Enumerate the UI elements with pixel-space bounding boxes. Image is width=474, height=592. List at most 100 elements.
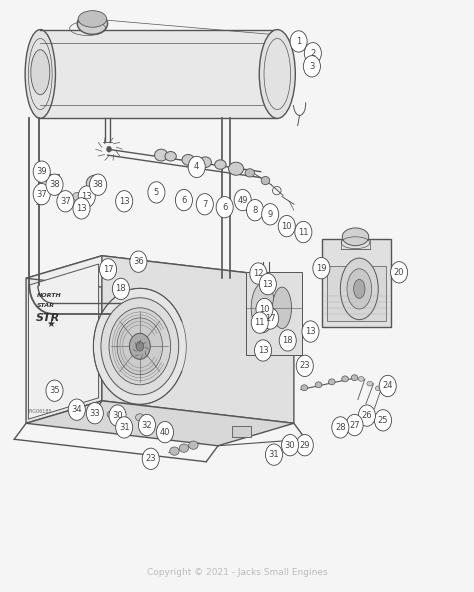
Ellipse shape xyxy=(228,162,244,175)
Circle shape xyxy=(295,221,312,243)
Text: 49: 49 xyxy=(237,195,248,205)
Text: 10: 10 xyxy=(259,304,270,314)
Ellipse shape xyxy=(31,50,50,95)
Circle shape xyxy=(57,191,74,212)
Circle shape xyxy=(290,31,307,52)
Text: 20: 20 xyxy=(394,268,404,277)
Text: 13: 13 xyxy=(76,204,87,213)
Text: 13: 13 xyxy=(263,279,273,289)
Text: 25: 25 xyxy=(378,416,388,425)
Circle shape xyxy=(262,204,279,225)
Text: 37: 37 xyxy=(60,197,71,206)
Text: 13: 13 xyxy=(119,197,129,206)
Circle shape xyxy=(33,161,50,182)
Ellipse shape xyxy=(155,149,168,161)
Text: 7: 7 xyxy=(202,200,208,209)
Text: ★: ★ xyxy=(46,318,55,329)
Ellipse shape xyxy=(315,382,322,388)
Text: 29: 29 xyxy=(300,440,310,450)
Text: 28: 28 xyxy=(335,423,346,432)
Text: STR: STR xyxy=(36,313,60,323)
Circle shape xyxy=(379,375,396,397)
Circle shape xyxy=(142,448,159,469)
Circle shape xyxy=(130,251,147,272)
Circle shape xyxy=(358,405,375,426)
Text: Copyright © 2021 - Jacks Small Engines: Copyright © 2021 - Jacks Small Engines xyxy=(146,568,328,577)
Ellipse shape xyxy=(77,13,108,34)
Ellipse shape xyxy=(347,269,372,309)
Circle shape xyxy=(188,156,205,178)
Ellipse shape xyxy=(367,381,373,386)
Ellipse shape xyxy=(129,333,150,359)
Circle shape xyxy=(259,274,276,295)
Text: 13: 13 xyxy=(82,192,92,201)
Circle shape xyxy=(116,191,133,212)
Circle shape xyxy=(313,258,330,279)
Text: 10: 10 xyxy=(282,221,292,231)
Ellipse shape xyxy=(115,416,124,423)
Ellipse shape xyxy=(342,228,369,246)
FancyBboxPatch shape xyxy=(232,426,251,437)
Text: 1: 1 xyxy=(296,37,301,46)
Circle shape xyxy=(250,263,267,284)
Circle shape xyxy=(304,43,321,64)
FancyBboxPatch shape xyxy=(322,239,391,327)
Ellipse shape xyxy=(36,166,45,178)
Ellipse shape xyxy=(375,386,381,391)
Ellipse shape xyxy=(215,160,226,169)
Text: 17: 17 xyxy=(103,265,113,274)
Circle shape xyxy=(262,308,279,329)
Text: 11: 11 xyxy=(255,318,265,327)
Circle shape xyxy=(303,56,320,77)
Circle shape xyxy=(116,417,133,438)
Circle shape xyxy=(196,194,213,215)
Text: 27: 27 xyxy=(349,420,360,430)
Ellipse shape xyxy=(259,30,295,118)
Circle shape xyxy=(302,321,319,342)
Circle shape xyxy=(73,198,90,219)
Text: 26: 26 xyxy=(362,411,372,420)
Text: 6: 6 xyxy=(181,195,187,205)
Circle shape xyxy=(391,262,408,283)
Ellipse shape xyxy=(382,390,388,394)
Circle shape xyxy=(156,422,173,443)
Text: 30: 30 xyxy=(112,411,123,420)
Ellipse shape xyxy=(78,11,107,27)
Ellipse shape xyxy=(189,441,198,449)
Ellipse shape xyxy=(118,196,127,204)
Circle shape xyxy=(68,399,85,420)
Text: 11: 11 xyxy=(298,227,309,237)
Circle shape xyxy=(346,414,363,436)
Circle shape xyxy=(234,189,251,211)
Circle shape xyxy=(279,330,296,351)
Text: 13: 13 xyxy=(258,346,268,355)
Text: 4: 4 xyxy=(194,162,200,172)
Text: 5: 5 xyxy=(154,188,159,197)
Ellipse shape xyxy=(101,298,179,395)
Ellipse shape xyxy=(136,414,144,421)
Polygon shape xyxy=(26,256,294,301)
Circle shape xyxy=(282,435,299,456)
Text: 17: 17 xyxy=(265,314,275,323)
Circle shape xyxy=(46,174,63,195)
FancyBboxPatch shape xyxy=(48,174,59,185)
Ellipse shape xyxy=(86,175,103,192)
Text: 39: 39 xyxy=(36,167,47,176)
Text: 6: 6 xyxy=(222,202,228,212)
Ellipse shape xyxy=(160,428,172,439)
Ellipse shape xyxy=(165,152,176,161)
Ellipse shape xyxy=(261,176,270,185)
Ellipse shape xyxy=(328,379,335,385)
Text: FIG06185: FIG06185 xyxy=(28,410,52,414)
Ellipse shape xyxy=(301,385,308,391)
Circle shape xyxy=(265,444,283,465)
Text: 40: 40 xyxy=(160,427,170,437)
Text: 18: 18 xyxy=(116,284,126,294)
Ellipse shape xyxy=(354,279,365,298)
Polygon shape xyxy=(26,401,294,446)
Circle shape xyxy=(109,405,126,426)
Ellipse shape xyxy=(73,192,82,201)
Ellipse shape xyxy=(107,146,111,152)
Text: STAR: STAR xyxy=(37,303,55,308)
Circle shape xyxy=(332,417,349,438)
